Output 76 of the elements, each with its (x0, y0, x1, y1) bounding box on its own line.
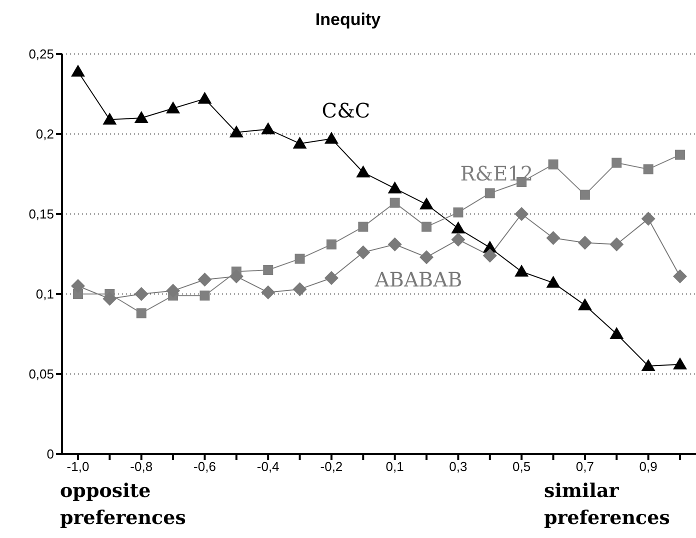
point (388, 181, 402, 194)
series-label: R&E12 (460, 161, 534, 186)
point (546, 231, 560, 245)
point (514, 207, 529, 221)
chart-title: Inequity (314, 10, 382, 30)
point (356, 165, 370, 178)
point (514, 264, 529, 277)
x-tick-label: 0,7 (576, 459, 594, 474)
x-tick-label: -0,6 (194, 459, 216, 474)
y-tick-label: 0,2 (36, 126, 54, 142)
text: opposite preferences (60, 479, 187, 531)
point (324, 271, 338, 285)
point (388, 237, 402, 252)
point (134, 111, 148, 123)
point (326, 239, 336, 250)
point (420, 250, 434, 264)
point (578, 298, 592, 310)
point (453, 207, 464, 218)
x-tick-label: -1,0 (66, 459, 90, 474)
y-tick-label: 0,25 (28, 46, 54, 62)
point (451, 232, 466, 247)
point (675, 150, 685, 160)
point (580, 190, 590, 200)
point (390, 198, 400, 208)
point (641, 212, 656, 226)
series-label: C&C (322, 98, 370, 123)
point (71, 64, 85, 77)
x-tick-label: -0,4 (256, 459, 280, 474)
point (166, 101, 180, 114)
point (71, 279, 85, 293)
y-tick-label: 0 (46, 446, 54, 462)
point (261, 122, 276, 134)
y-tick-label: 0,05 (28, 366, 54, 382)
point (482, 248, 497, 263)
point (324, 132, 338, 144)
point (673, 357, 687, 370)
point (198, 92, 212, 104)
point (451, 221, 466, 234)
point (422, 222, 432, 232)
point (484, 188, 495, 198)
x-tick-label: 0,9 (639, 459, 658, 474)
x-tick-label: -0,2 (320, 459, 343, 474)
point (198, 272, 212, 287)
point (420, 197, 434, 210)
point (546, 276, 560, 288)
point (612, 158, 622, 168)
point (358, 222, 368, 232)
text: similar preferences (544, 479, 671, 531)
point (229, 269, 244, 284)
point (548, 159, 558, 170)
x-tick-label: 0,5 (512, 459, 531, 474)
point (229, 125, 244, 138)
point (610, 237, 624, 252)
y-tick-label: 0,15 (28, 206, 54, 222)
point (102, 292, 117, 306)
point (292, 136, 307, 149)
x-tick-label: 0,3 (449, 459, 468, 474)
point (102, 112, 117, 125)
point (136, 308, 146, 318)
point (292, 282, 307, 296)
y-tick-label: 0,1 (36, 286, 54, 302)
point (294, 254, 305, 264)
point (356, 245, 370, 260)
point (263, 265, 274, 275)
point (641, 359, 656, 371)
x-tick-label: -0,8 (130, 459, 153, 474)
point (578, 236, 592, 250)
x-tick-label: 0,1 (386, 459, 404, 474)
point (200, 290, 210, 301)
point (166, 284, 180, 298)
point (261, 285, 276, 300)
series-label: ABABAB (374, 267, 462, 292)
point (643, 164, 654, 174)
point (134, 287, 148, 301)
point (610, 327, 624, 339)
point (673, 269, 687, 284)
